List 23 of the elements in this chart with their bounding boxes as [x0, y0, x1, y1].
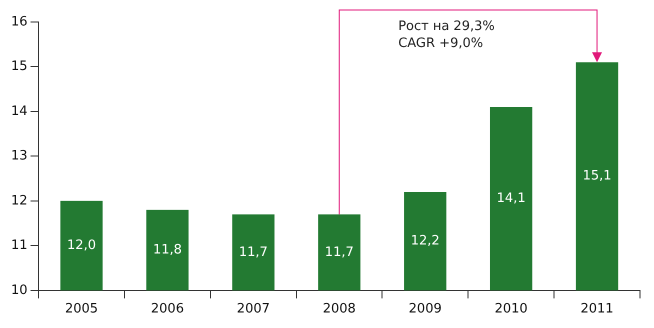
y-tick-label: 15	[10, 59, 28, 74]
data-label: 11,7	[238, 244, 268, 260]
data-label: 15,1	[582, 168, 612, 184]
annotation: CAGR +9,0%	[398, 36, 484, 51]
x-tick-label: 2007	[236, 302, 270, 317]
data-label: 11,7	[324, 244, 354, 260]
x-tick-label: 2010	[494, 302, 528, 317]
x-tick-label: 2011	[580, 302, 614, 317]
y-tick-label: 13	[10, 148, 28, 164]
y-tick-label: 14	[10, 104, 28, 119]
y-tick-label: 10	[10, 282, 28, 298]
x-tick-label: 2006	[150, 302, 184, 317]
x-tick-label: 2009	[408, 302, 442, 317]
data-label: 12,0	[67, 238, 96, 254]
y-tick-label: 12	[10, 193, 28, 208]
x-tick-label: 2005	[64, 302, 98, 317]
y-tick-label: 16	[10, 14, 28, 30]
annotation: Рост на 29,3%	[398, 18, 495, 34]
y-tick-label: 11	[10, 238, 28, 254]
data-label: 14,1	[496, 191, 526, 206]
data-label: 11,8	[152, 242, 182, 258]
data-label: 12,2	[410, 234, 440, 249]
x-tick-label: 2008	[322, 302, 356, 317]
